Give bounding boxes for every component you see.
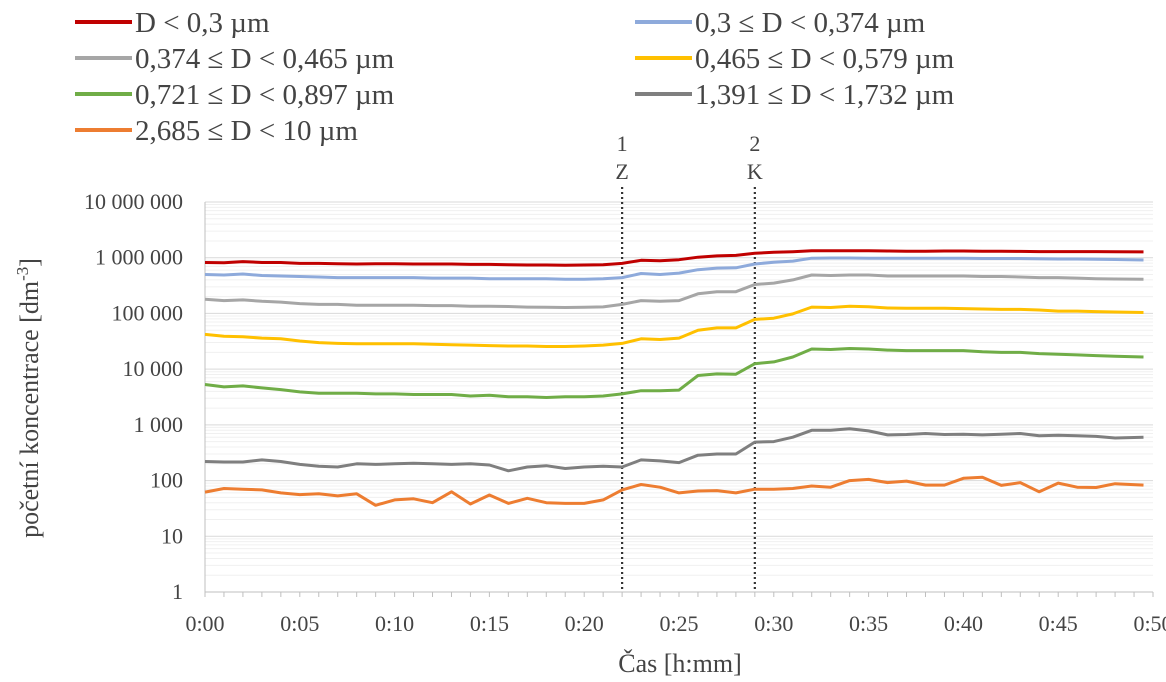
series-line [204,249,1144,267]
y-axis-label-end: ] [15,258,44,267]
y-tick-label: 1 [172,579,183,604]
x-tick-label: 0:50 [1133,611,1166,636]
x-tick-label: 0:10 [375,611,414,636]
y-axis-label-sup: -3 [13,267,32,281]
series-line [204,475,1144,507]
legend-label: 1,391 ≤ D < 1,732 µm [695,79,955,111]
series-line [204,256,1144,281]
axes [204,202,1154,597]
x-tick-labels: 0:00 0:05 0:10 0:15 0:20 0:25 0:30 0:35 0:40 0:45… [185,611,1166,636]
y-tick-labels: 10 000 000 1 000 000 100 000 10 000 1 000 100… [84,189,183,604]
y-tick-label: 1 000 [134,412,184,437]
x-tick-label: 0:15 [470,611,509,636]
event-marker-letter: K [747,159,763,184]
legend-label: 0,374 ≤ D < 0,465 µm [135,43,395,75]
y-tick-label: 1 000 000 [95,245,183,270]
x-tick-label: 0:25 [659,611,698,636]
x-tick-label: 0:40 [944,611,983,636]
legend-label: D < 0,3 µm [135,7,270,39]
y-axis-label: početní koncentrace [dm-3] [13,258,44,538]
legend-label: 2,685 ≤ D < 10 µm [135,115,358,147]
series-line [204,273,1144,309]
event-marker-number: 1 [617,131,628,156]
x-tick-label: 0:05 [280,611,319,636]
series-line [204,427,1144,473]
series-line [204,347,1144,399]
legend-label: 0,3 ≤ D < 0,374 µm [695,7,926,39]
legend-label: 0,721 ≤ D < 0,897 µm [135,79,395,111]
x-tick-label: 0:30 [754,611,793,636]
series-lines [204,249,1144,507]
x-tick-label: 0:00 [185,611,224,636]
x-tick-label: 0:20 [565,611,604,636]
x-tick-label: 0:35 [849,611,888,636]
y-tick-label: 10 000 000 [84,189,183,214]
series-line [204,304,1144,348]
event-marker-letter: Z [615,159,628,184]
y-tick-label: 100 [150,468,183,493]
y-tick-label: 100 000 [112,300,184,325]
y-tick-label: 10 000 [123,356,184,381]
x-tick-label: 0:45 [1039,611,1078,636]
legend-label: 0,465 ≤ D < 0,579 µm [695,43,955,75]
event-marker-number: 2 [749,131,760,156]
x-axis-label: Čas [h:mm] [618,649,742,678]
y-tick-label: 10 [161,523,183,548]
y-axis-label-main: početní koncentrace [dm [15,281,44,538]
event-markers: 1 Z 2 K [615,131,763,592]
legend: D < 0,3 µm 0,3 ≤ D < 0,374 µm 0,374 ≤ D < … [75,7,955,147]
